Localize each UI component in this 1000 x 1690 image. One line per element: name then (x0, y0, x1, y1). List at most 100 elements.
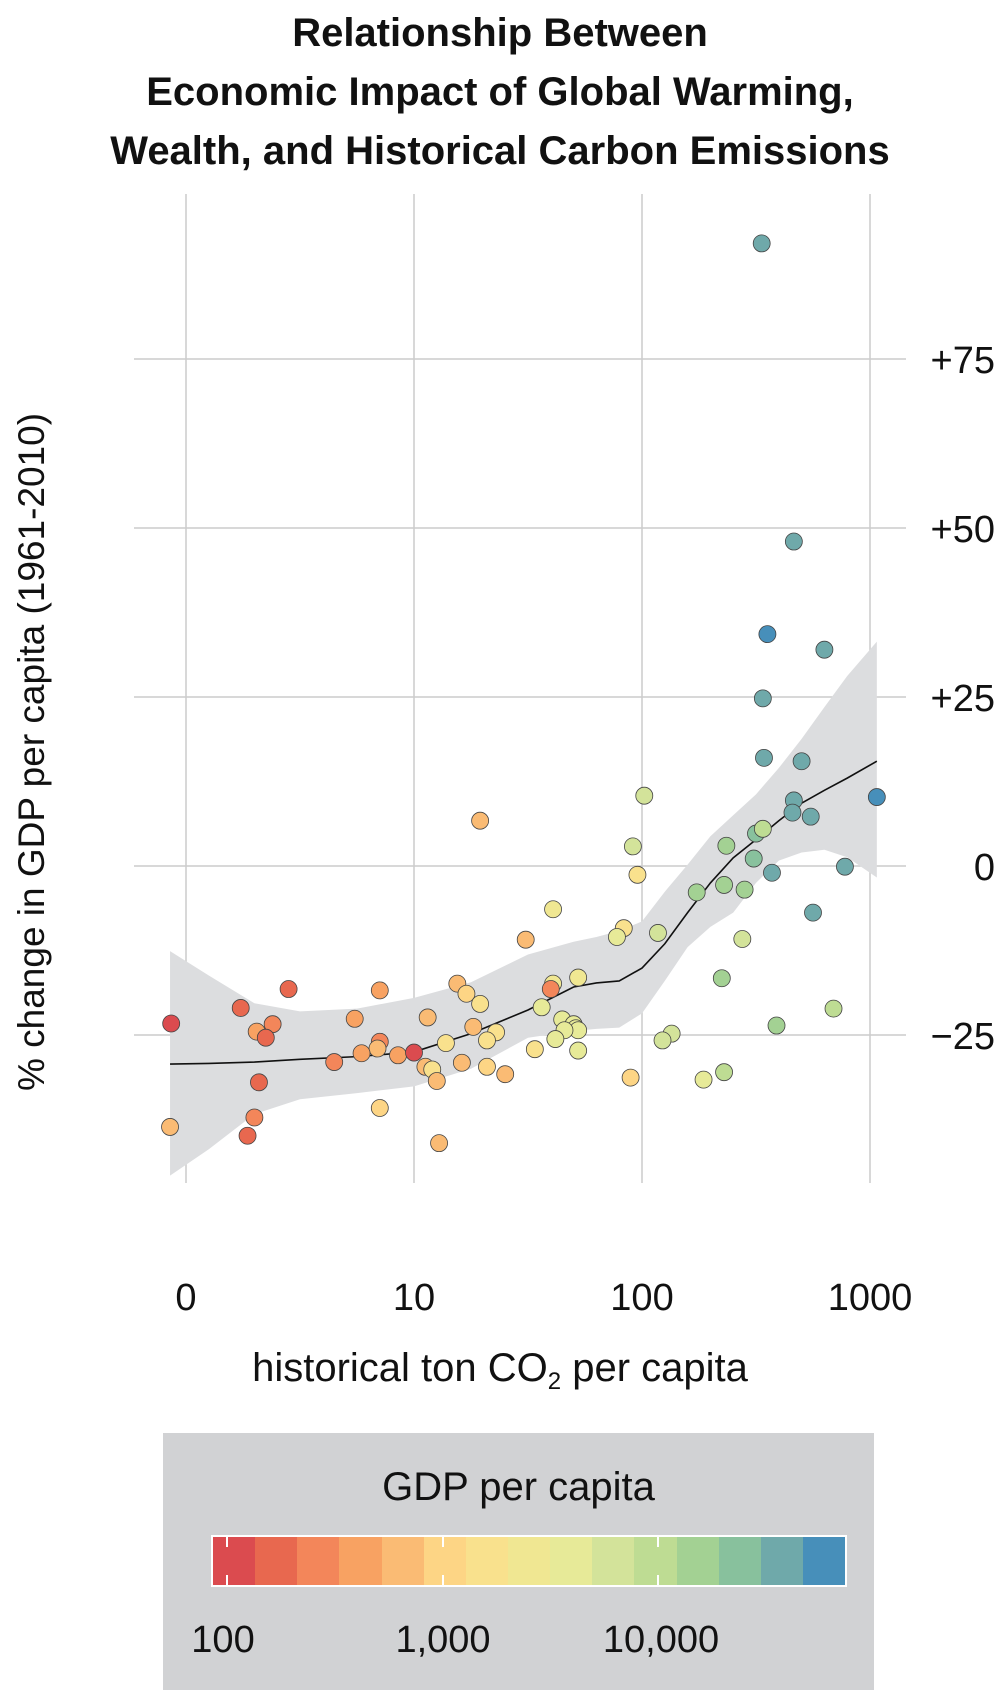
data-point (162, 1014, 181, 1033)
data-point (279, 980, 298, 998)
title-line-2: Economic Impact of Global Warming, (146, 70, 854, 114)
data-point (753, 819, 772, 838)
data-point (250, 1073, 268, 1092)
data-point (238, 1126, 257, 1145)
data-point (653, 1031, 672, 1050)
data-point (245, 1108, 264, 1127)
data-point (471, 995, 490, 1013)
data-point (370, 981, 389, 1000)
data-point (608, 928, 626, 946)
data-point (427, 1072, 446, 1090)
x-tick-label: 100 (610, 1277, 673, 1319)
data-point (471, 811, 490, 830)
x-tick-label: 0 (175, 1277, 196, 1319)
colorbar-band (676, 1537, 719, 1585)
data-point (752, 234, 771, 253)
data-point (687, 883, 706, 902)
data-point (231, 999, 250, 1017)
data-point (516, 930, 535, 949)
data-point (452, 1053, 471, 1072)
colorbar-band (381, 1537, 424, 1585)
y-tick-label: 0 (974, 847, 995, 889)
data-point (758, 625, 777, 644)
legend-label-10000: 10,000 (602, 1619, 720, 1661)
data-point (715, 876, 733, 894)
data-point (457, 984, 476, 1003)
y-tick-label: +75 (931, 340, 995, 382)
colorbar-band (550, 1537, 593, 1585)
colorbar-band (255, 1537, 298, 1585)
color-legend: GDP per capita 100 1,000 10,000 (163, 1433, 874, 1690)
colorbar-band (465, 1537, 508, 1585)
data-point (635, 786, 654, 805)
data-point (345, 1009, 364, 1028)
data-point (649, 924, 667, 942)
data-point (623, 837, 642, 856)
data-point (352, 1044, 371, 1063)
data-point (544, 900, 562, 919)
data-point (569, 1041, 588, 1060)
data-point (715, 1063, 733, 1082)
colorbar-tick (657, 1535, 660, 1547)
data-point (763, 863, 781, 882)
scatter-plot: 0 10 100 1000 +75 +50 +25 0 −25 (134, 194, 995, 1319)
title-line-1: Relationship Between (292, 11, 708, 55)
colorbar (211, 1535, 847, 1587)
colorbar-band (423, 1537, 466, 1585)
data-point (694, 1070, 713, 1089)
x-axis-label: historical ton CO2 per capita (0, 1346, 1000, 1396)
colorbar-band (718, 1537, 761, 1585)
data-point (496, 1065, 515, 1084)
x-tick-label: 10 (393, 1277, 435, 1319)
data-point (783, 803, 802, 822)
colorbar-tick (441, 1575, 444, 1587)
data-point (753, 689, 772, 708)
data-point (405, 1043, 423, 1062)
chart-title: Relationship Between Economic Impact of … (0, 4, 1000, 181)
x-tick-label: 1000 (828, 1277, 913, 1319)
data-point (735, 880, 754, 899)
data-point (744, 849, 763, 868)
data-point (430, 1134, 448, 1153)
data-point (867, 788, 886, 806)
data-point (792, 752, 811, 771)
data-point (368, 1039, 387, 1058)
data-point (418, 1008, 437, 1027)
data-point (256, 1028, 275, 1047)
data-point (464, 1017, 483, 1036)
data-point (628, 865, 647, 884)
data-point (161, 1118, 179, 1136)
colorbar-band (634, 1537, 677, 1585)
data-point (541, 980, 560, 998)
legend-title: GDP per capita (382, 1465, 655, 1509)
data-point (767, 1016, 786, 1035)
colorbar-band (213, 1537, 256, 1585)
data-point (717, 836, 736, 855)
data-point (801, 807, 820, 826)
data-point (325, 1053, 344, 1071)
data-point (815, 640, 834, 659)
colorbar-band (339, 1537, 382, 1585)
y-tick-label: −25 (931, 1016, 995, 1058)
colorbar-band (802, 1537, 846, 1585)
data-point (478, 1031, 496, 1050)
data-point (532, 998, 551, 1017)
data-point (784, 532, 803, 551)
confidence-band (170, 641, 877, 1176)
y-tick-label: +25 (931, 678, 995, 720)
data-point (755, 748, 773, 767)
data-point (621, 1068, 640, 1087)
colorbar-tick (225, 1535, 228, 1547)
data-point (569, 968, 588, 987)
colorbar-tick (225, 1575, 228, 1587)
y-axis-label: % change in GDP per capita (1961-2010) (11, 412, 52, 1092)
data-point (712, 969, 731, 988)
data-point (824, 999, 843, 1018)
data-point (836, 857, 854, 876)
colorbar-band (507, 1537, 551, 1585)
data-point (546, 1030, 565, 1048)
y-tick-label: +50 (931, 509, 995, 551)
data-point (525, 1040, 544, 1059)
legend-label-100: 100 (191, 1619, 255, 1661)
legend-label-1000: 1,000 (395, 1619, 491, 1661)
